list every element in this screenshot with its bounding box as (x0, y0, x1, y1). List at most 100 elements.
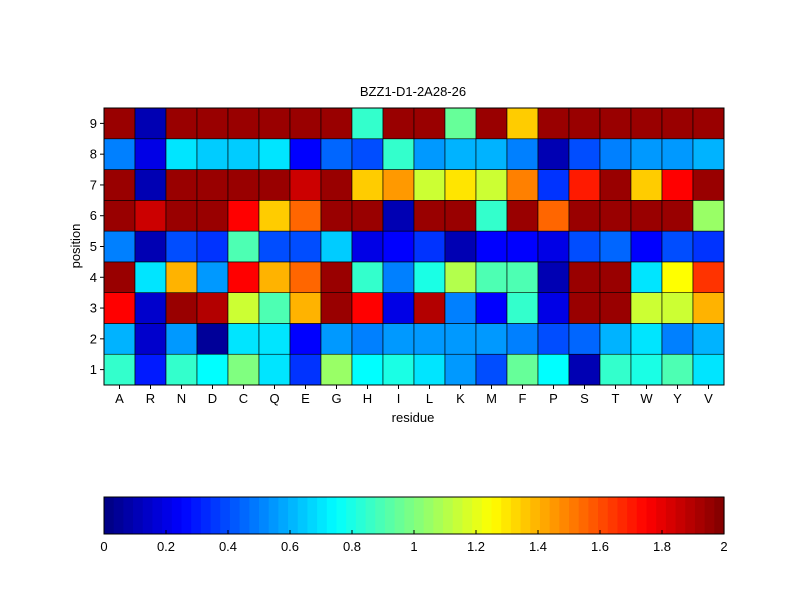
colorbar-band (462, 497, 473, 534)
heatmap-cell-Y-5 (661, 230, 694, 263)
y-tick-label: 7 (90, 177, 97, 192)
colorbar-band (355, 497, 367, 534)
heatmap-cell-C-7 (227, 169, 260, 201)
heatmap-cell-W-1 (630, 353, 663, 386)
heatmap-cell-F-6 (506, 200, 539, 232)
colorbar-band (346, 497, 357, 534)
heatmap-cell-V-9 (692, 107, 725, 140)
heatmap-cell-T-3 (599, 292, 632, 324)
x-axis-label: residue (392, 410, 435, 425)
x-tick-label: E (301, 391, 310, 406)
colorbar-band (365, 497, 376, 534)
heatmap-cell-F-7 (506, 169, 539, 201)
heatmap-cell-P-6 (537, 200, 570, 232)
x-tick-label: A (115, 391, 124, 406)
colorbar-tick-label: 0.4 (219, 539, 237, 554)
y-tick-label: 6 (90, 208, 97, 223)
colorbar-band (307, 497, 318, 534)
x-tick-label: C (239, 391, 248, 406)
colorbar-band (404, 497, 415, 534)
colorbar-band (229, 497, 241, 534)
colorbar-band (491, 497, 502, 534)
y-axis-label: position (68, 224, 83, 269)
heatmap-cell-N-2 (165, 323, 198, 355)
heatmap-cell-A-2 (103, 323, 136, 355)
colorbar-band (627, 497, 638, 534)
colorbar-band (481, 497, 493, 534)
heatmap-cell-H-7 (351, 169, 384, 201)
heatmap-cell-W-5 (630, 230, 663, 263)
colorbar-band (578, 497, 589, 534)
heatmap-cell-S-6 (568, 200, 601, 232)
colorbar-band (384, 497, 396, 534)
heatmap-cell-H-5 (351, 230, 384, 263)
heatmap-cell-L-5 (413, 230, 446, 263)
heatmap-cell-R-8 (134, 138, 167, 170)
heatmap-cell-A-5 (103, 230, 136, 263)
heatmap-cell-V-8 (692, 138, 725, 170)
y-tick-label: 9 (90, 116, 97, 131)
heatmap-cell-T-5 (599, 230, 632, 263)
heatmap-cell-E-6 (289, 200, 322, 232)
heatmap-cell-L-8 (413, 138, 446, 170)
heatmap-cell-I-1 (382, 353, 415, 386)
colorbar-tick-label: 0.8 (343, 539, 361, 554)
heatmap-cell-S-5 (568, 230, 601, 263)
heatmap-cell-K-6 (444, 200, 477, 232)
colorbar-band (191, 497, 202, 534)
colorbar-band (268, 497, 279, 534)
heatmap-cell-F-3 (506, 292, 539, 324)
heatmap-cell-T-6 (599, 200, 632, 232)
colorbar-gradient (104, 497, 725, 534)
colorbar-tick-label: 2 (720, 539, 727, 554)
heatmap-cell-R-9 (134, 107, 167, 140)
heatmap-cell-G-2 (320, 323, 353, 355)
heatmap-cell-V-1 (692, 353, 725, 386)
colorbar-band (104, 497, 115, 534)
heatmap-cell-P-1 (537, 353, 570, 386)
colorbar-band (249, 497, 260, 534)
colorbar-band (443, 497, 454, 534)
colorbar-band (336, 497, 347, 534)
colorbar-band (549, 497, 560, 534)
heatmap-cell-V-3 (692, 292, 725, 324)
heatmap-cell-P-9 (537, 107, 570, 140)
heatmap-cell-G-4 (320, 261, 353, 293)
colorbar-band (288, 497, 299, 534)
colorbar-band (142, 497, 154, 534)
colorbar-band (510, 497, 522, 534)
heatmap-cell-Q-5 (258, 230, 291, 263)
heatmap-cell-K-4 (444, 261, 477, 293)
heatmap-cell-L-6 (413, 200, 446, 232)
heatmap-cell-N-6 (165, 200, 198, 232)
heatmap-cell-D-4 (196, 261, 229, 293)
x-tick-label: F (519, 391, 527, 406)
y-tick-labels: 1 2 3 4 5 6 7 8 9 (90, 116, 104, 377)
heatmap-cell-L-3 (413, 292, 446, 324)
heatmap-cell-M-7 (475, 169, 508, 201)
colorbar: 0 0.2 0.4 0.6 0.8 1 1.2 1.4 1.6 1.8 2 (100, 496, 728, 554)
x-tick-label: L (426, 391, 433, 406)
heatmap-cell-Q-4 (258, 261, 291, 293)
x-tick-label: R (146, 391, 155, 406)
heatmap-cell-T-7 (599, 169, 632, 201)
heatmap-cell-Q-8 (258, 138, 291, 170)
colorbar-band (423, 497, 434, 534)
heatmap-cell-P-2 (537, 323, 570, 355)
heatmap-cell-E-5 (289, 230, 322, 263)
heatmap-cell-Y-9 (661, 107, 694, 140)
colorbar-band (685, 497, 696, 534)
colorbar-band (501, 497, 512, 534)
heatmap-cell-W-2 (630, 323, 663, 355)
heatmap-cell-M-1 (475, 353, 508, 386)
colorbar-band (598, 497, 609, 534)
heatmap-cell-M-8 (475, 138, 508, 170)
colorbar-tick-label: 1 (410, 539, 417, 554)
y-tick-label: 1 (90, 362, 97, 377)
heatmap-cell-G-3 (320, 292, 353, 324)
y-tick-label: 5 (90, 239, 97, 254)
heatmap-cell-T-2 (599, 323, 632, 355)
x-tick-label: N (177, 391, 186, 406)
heatmap-cell-S-2 (568, 323, 601, 355)
